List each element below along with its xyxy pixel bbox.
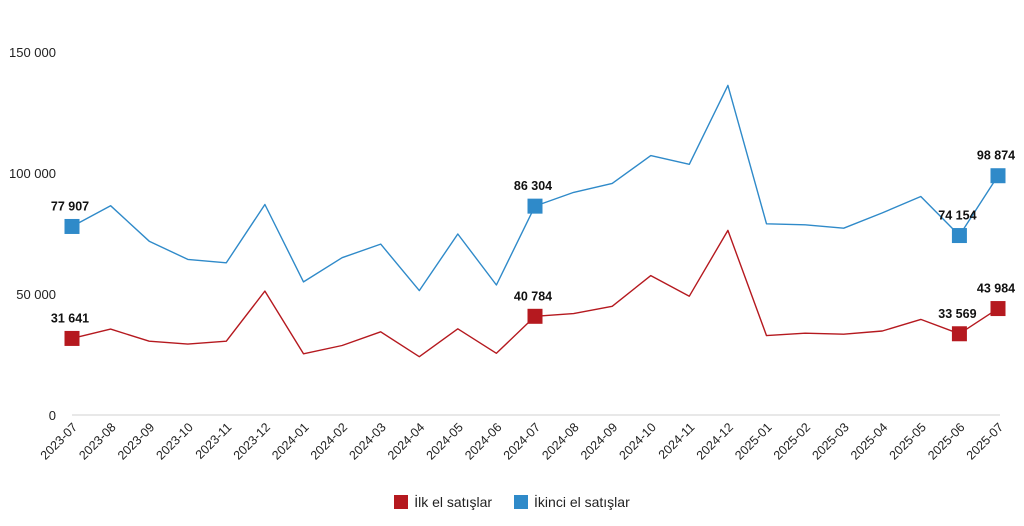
x-tick-label: 2024-01 bbox=[269, 420, 311, 462]
x-tick-label: 2023-07 bbox=[38, 420, 80, 462]
x-tick-label: 2024-02 bbox=[308, 420, 350, 462]
x-tick-label: 2025-06 bbox=[925, 420, 967, 462]
legend-label-ikinci-el: İkinci el satışlar bbox=[534, 494, 630, 510]
data-label: 86 304 bbox=[514, 179, 552, 193]
data-label: 43 984 bbox=[977, 282, 1015, 296]
x-tick-label: 2025-04 bbox=[848, 420, 890, 462]
data-label: 40 784 bbox=[514, 289, 552, 303]
y-tick-label: 150 000 bbox=[9, 45, 56, 60]
data-label: 74 154 bbox=[938, 209, 976, 223]
x-tick-label: 2024-09 bbox=[578, 420, 620, 462]
legend-item-ilk-el: İlk el satışlar bbox=[394, 494, 492, 510]
data-point-marker bbox=[64, 218, 80, 234]
x-tick-label: 2025-01 bbox=[732, 420, 774, 462]
y-tick-label: 50 000 bbox=[16, 287, 56, 302]
y-tick-label: 0 bbox=[49, 408, 56, 423]
legend-swatch-ikinci-el bbox=[514, 495, 529, 509]
data-point-marker bbox=[64, 330, 80, 346]
data-label: 31 641 bbox=[51, 311, 89, 325]
x-tick-label: 2024-04 bbox=[385, 420, 427, 462]
x-tick-label: 2024-06 bbox=[462, 420, 504, 462]
legend-label-ilk-el: İlk el satışlar bbox=[414, 494, 493, 510]
data-point-marker bbox=[990, 168, 1006, 184]
x-tick-label: 2024-03 bbox=[346, 420, 388, 462]
x-tick-label: 2024-08 bbox=[539, 420, 581, 462]
legend-item-ikinci-el: İkinci el satışlar bbox=[514, 494, 630, 510]
x-tick-label: 2023-09 bbox=[115, 420, 157, 462]
x-tick-label: 2025-03 bbox=[809, 420, 851, 462]
data-point-marker bbox=[951, 326, 967, 342]
data-point-marker bbox=[990, 301, 1006, 317]
x-tick-label: 2025-07 bbox=[964, 420, 1006, 462]
x-axis-ticks: 2023-072023-082023-092023-102023-112023-… bbox=[38, 420, 1006, 462]
x-tick-label: 2024-05 bbox=[424, 420, 466, 462]
data-point-marker bbox=[951, 228, 967, 244]
series-markers bbox=[64, 168, 1006, 346]
x-tick-label: 2023-10 bbox=[154, 420, 196, 462]
x-tick-label: 2025-02 bbox=[771, 420, 813, 462]
y-axis-ticks: 0 50 000 100 000 150 000 bbox=[9, 45, 56, 423]
data-point-marker bbox=[527, 308, 543, 324]
legend-swatch-ilk-el bbox=[394, 495, 409, 509]
y-tick-label: 100 000 bbox=[9, 166, 56, 181]
x-tick-label: 2025-05 bbox=[887, 420, 929, 462]
x-tick-label: 2024-11 bbox=[656, 420, 698, 462]
x-tick-label: 2023-12 bbox=[231, 420, 273, 462]
data-label: 33 569 bbox=[938, 307, 976, 321]
data-label: 98 874 bbox=[977, 149, 1015, 163]
x-tick-label: 2024-12 bbox=[694, 420, 736, 462]
x-tick-label: 2023-08 bbox=[76, 420, 118, 462]
data-point-marker bbox=[527, 198, 543, 214]
x-tick-label: 2024-07 bbox=[501, 420, 543, 462]
x-tick-label: 2024-10 bbox=[617, 420, 659, 462]
x-tick-label: 2023-11 bbox=[193, 420, 235, 462]
legend: İlk el satışlar İkinci el satışlar bbox=[0, 494, 1024, 510]
data-label: 77 907 bbox=[51, 199, 89, 213]
